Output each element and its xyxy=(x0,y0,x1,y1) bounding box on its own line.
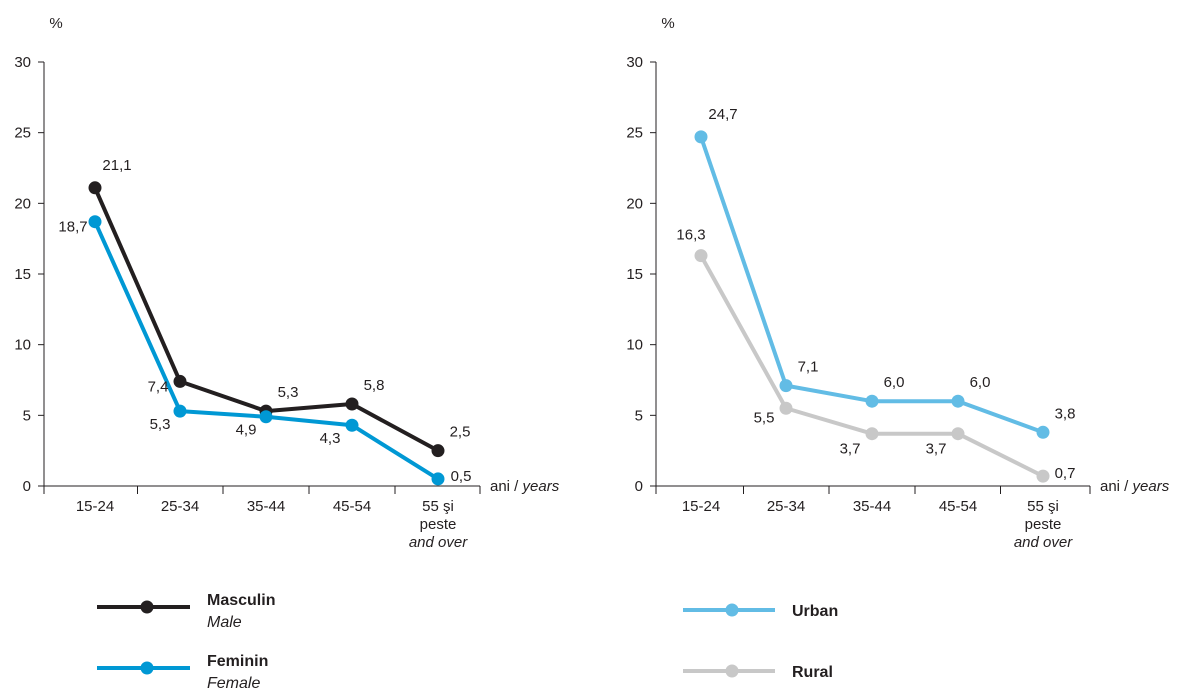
y-axis-unit-label: % xyxy=(661,15,674,32)
x-axis-label: ani / years xyxy=(490,478,560,495)
legend-marker-rural xyxy=(725,664,739,678)
data-point-rural xyxy=(1036,469,1050,483)
data-point-masculin xyxy=(88,181,102,195)
x-tick-label: 25-34 xyxy=(767,498,805,515)
data-label-urban: 6,0 xyxy=(970,374,991,391)
y-tick-label: 5 xyxy=(23,407,31,424)
x-tick-label: 55 şi xyxy=(422,498,454,515)
data-label-feminin: 4,9 xyxy=(236,422,257,439)
data-point-urban xyxy=(865,394,879,408)
x-tick-label: 15-24 xyxy=(76,498,114,515)
y-axis-unit-label: % xyxy=(49,15,62,32)
data-label-urban: 6,0 xyxy=(884,374,905,391)
data-label-masculin: 5,3 xyxy=(278,384,299,401)
data-point-masculin xyxy=(345,397,359,411)
x-tick-label: 15-24 xyxy=(682,498,720,515)
data-point-urban xyxy=(1036,425,1050,439)
y-tick-label: 15 xyxy=(14,266,31,283)
data-point-feminin xyxy=(88,215,102,229)
legend-label-masculin: Masculin xyxy=(207,592,275,609)
y-tick-label: 20 xyxy=(14,195,31,212)
y-tick-label: 25 xyxy=(626,125,643,142)
data-label-masculin: 21,1 xyxy=(102,157,131,174)
data-label-masculin: 5,8 xyxy=(364,377,385,394)
data-point-feminin xyxy=(345,418,359,432)
data-label-urban: 3,8 xyxy=(1055,405,1076,422)
x-tick-label: 55 şi xyxy=(1027,498,1059,515)
data-label-feminin: 0,5 xyxy=(451,468,472,485)
data-label-rural: 3,7 xyxy=(926,441,947,458)
data-label-rural: 5,5 xyxy=(754,409,775,426)
data-label-urban: 24,7 xyxy=(708,106,737,123)
data-label-rural: 0,7 xyxy=(1055,465,1076,482)
chart-area: % 0 5 10 15 20 25 30 15-24 25-34 35-44 45-54 55 şipe… xyxy=(626,15,1169,681)
data-label-rural: 3,7 xyxy=(840,441,861,458)
data-label-masculin: 7,4 xyxy=(148,378,169,395)
legend-marker-urban xyxy=(725,603,739,617)
legend-sublabel-feminin: Female xyxy=(207,675,260,691)
x-tick-label: and over xyxy=(409,534,468,551)
data-point-rural xyxy=(951,427,965,441)
data-label-urban: 7,1 xyxy=(798,359,819,376)
data-label-feminin: 18,7 xyxy=(58,219,87,236)
x-tick-label: peste xyxy=(420,516,457,533)
y-tick-label: 15 xyxy=(626,266,643,283)
data-point-rural xyxy=(779,401,793,415)
data-point-masculin xyxy=(431,444,445,458)
data-label-rural: 16,3 xyxy=(676,227,705,244)
y-tick-label: 30 xyxy=(14,54,31,71)
data-label-feminin: 5,3 xyxy=(150,416,171,433)
y-tick-label: 0 xyxy=(23,478,31,495)
data-label-masculin: 2,5 xyxy=(450,424,471,441)
y-tick-label: 30 xyxy=(626,54,643,71)
x-tick-label: 45-54 xyxy=(333,498,371,515)
x-tick-label: 35-44 xyxy=(247,498,285,515)
y-tick-label: 0 xyxy=(635,478,643,495)
y-tick-label: 20 xyxy=(626,195,643,212)
x-axis-label: ani / years xyxy=(1100,478,1170,495)
x-tick-label: and over xyxy=(1014,534,1073,551)
x-tick-label: 35-44 xyxy=(853,498,891,515)
data-point-feminin xyxy=(259,410,273,424)
x-tick-label: 25-34 xyxy=(161,498,199,515)
series-line-feminin xyxy=(93,220,440,481)
data-point-rural xyxy=(865,427,879,441)
data-point-urban xyxy=(951,394,965,408)
y-tick-label: 25 xyxy=(14,125,31,142)
y-tick-label: 10 xyxy=(626,337,643,354)
series-line-urban xyxy=(699,136,1044,435)
data-point-masculin xyxy=(173,374,187,388)
chart-gender: % 0 5 10 15 20 25 30 15-24 25-34 35-44 45-54 55 şipe… xyxy=(14,15,559,691)
legend-label-rural: Rural xyxy=(792,664,833,681)
legend-label-urban: Urban xyxy=(792,603,838,620)
x-tick-label: peste xyxy=(1025,516,1062,533)
data-point-urban xyxy=(694,130,708,144)
data-point-rural xyxy=(694,249,708,263)
legend-marker-feminin xyxy=(140,661,154,675)
data-label-feminin: 4,3 xyxy=(320,430,341,447)
legend-sublabel-masculin: Male xyxy=(207,614,242,631)
data-point-feminin xyxy=(431,472,445,486)
y-tick-label: 5 xyxy=(635,407,643,424)
y-tick-label: 10 xyxy=(14,337,31,354)
data-point-urban xyxy=(779,379,793,393)
legend-label-feminin: Feminin xyxy=(207,653,268,670)
data-point-feminin xyxy=(173,404,187,418)
x-tick-label: 45-54 xyxy=(939,498,977,515)
legend-marker-masculin xyxy=(140,600,154,614)
